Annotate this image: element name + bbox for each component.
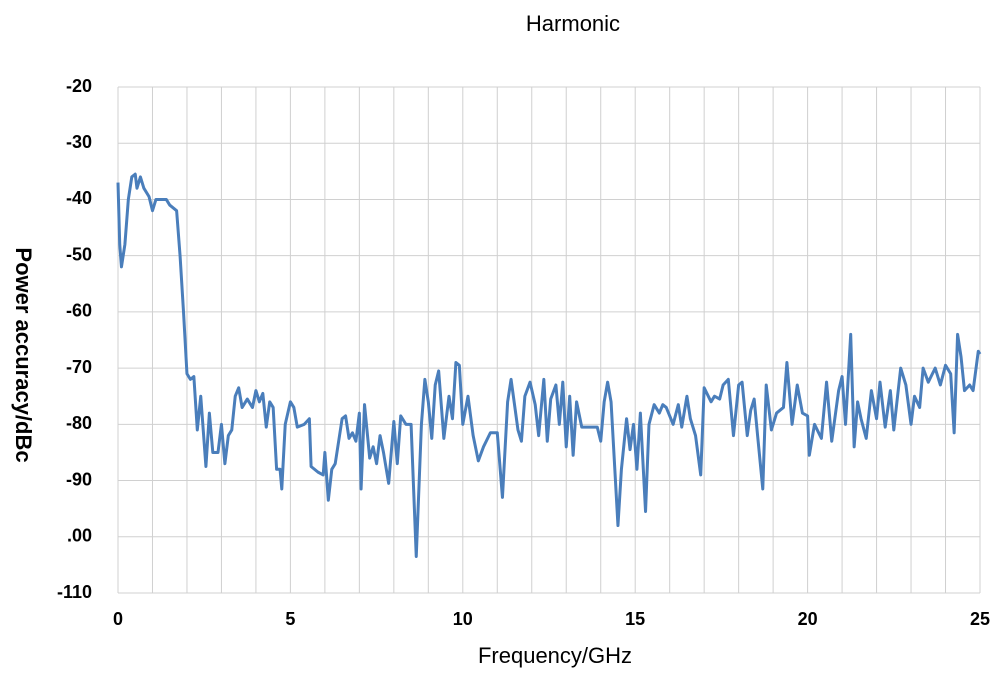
y-tick-label: -20 — [66, 76, 92, 96]
y-tick-label: -50 — [66, 244, 92, 264]
x-tick-label: 10 — [453, 609, 473, 629]
x-tick-label: 25 — [970, 609, 990, 629]
x-axis-label: Frequency/GHz — [478, 643, 632, 668]
y-tick-label: -60 — [66, 301, 92, 321]
y-tick-label: -90 — [66, 469, 92, 489]
y-tick-label: -110 — [57, 582, 92, 602]
y-axis-label: Power accuracy/dBc — [11, 247, 36, 462]
y-tick-label: -30 — [66, 132, 92, 152]
data-line — [116, 172, 982, 558]
chart-title: Harmonic — [526, 11, 620, 36]
y-tick-label: .00 — [67, 526, 92, 546]
y-tick-label: -70 — [66, 357, 92, 377]
x-tick-label: 20 — [798, 609, 818, 629]
x-tick-label: 0 — [113, 609, 123, 629]
x-tick-label: 5 — [285, 609, 295, 629]
y-tick-label: -40 — [66, 188, 92, 208]
y-tick-label: -80 — [66, 413, 92, 433]
x-tick-label: 15 — [625, 609, 645, 629]
